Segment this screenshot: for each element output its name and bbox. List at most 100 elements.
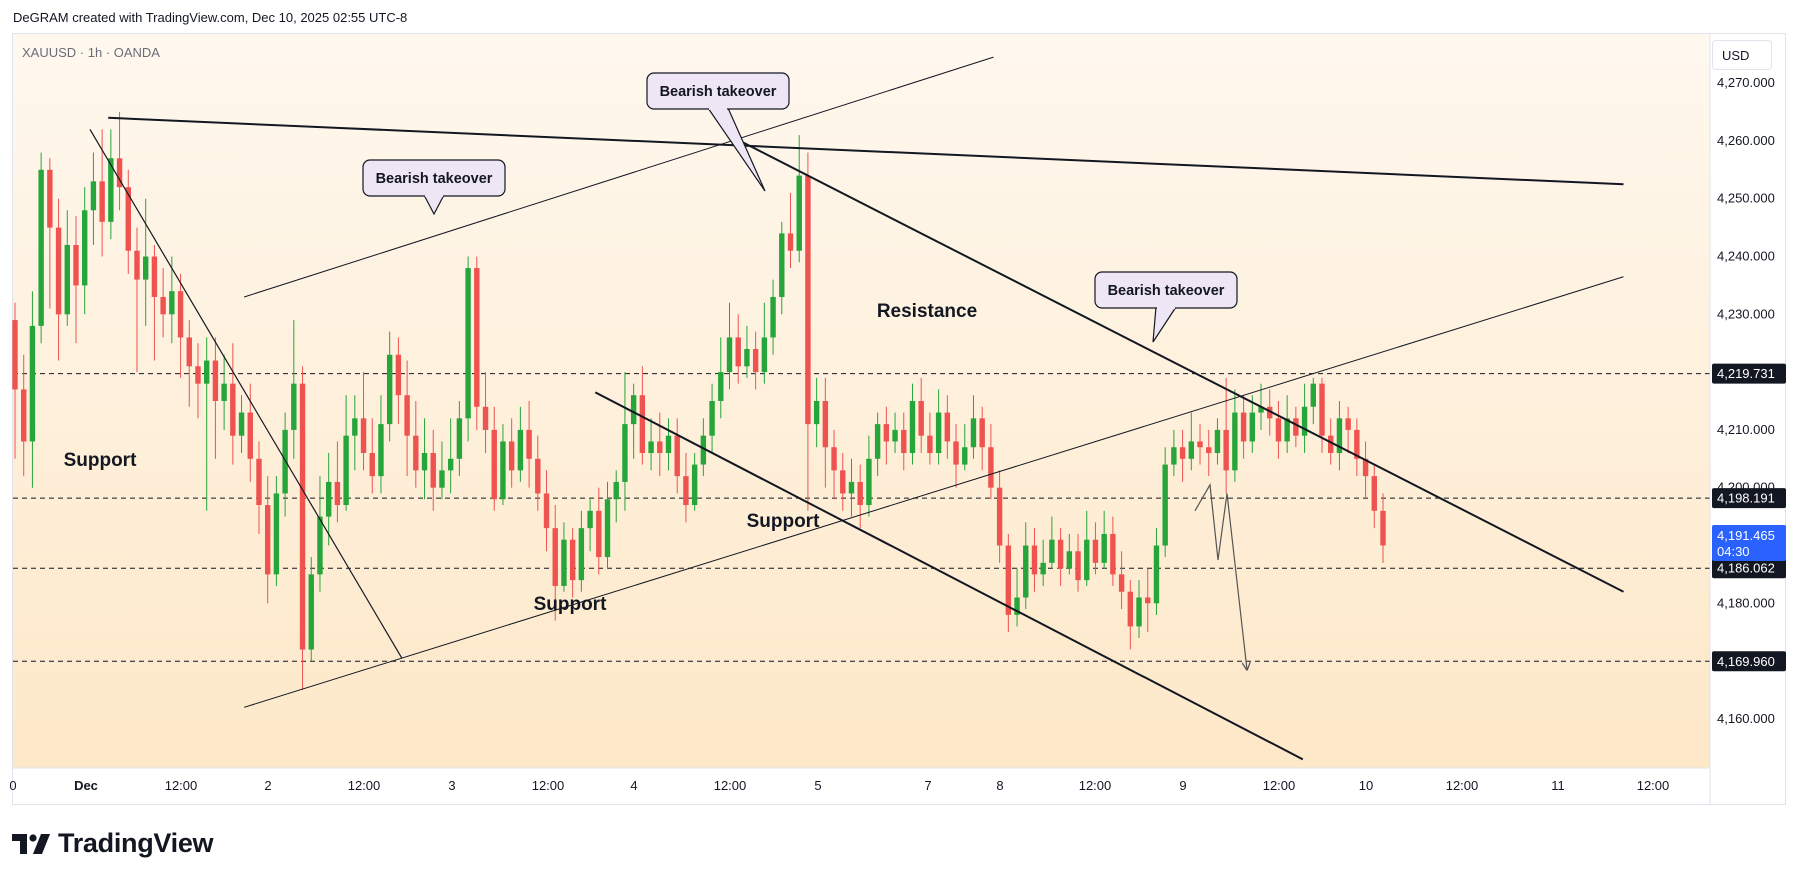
candle-body <box>988 447 994 488</box>
candle-body <box>456 418 463 459</box>
candle <box>47 158 53 309</box>
candle-body <box>134 250 140 280</box>
candle <box>1354 418 1360 477</box>
candle-body <box>447 458 454 471</box>
candle-body <box>47 169 53 228</box>
candle-body <box>1310 383 1316 407</box>
currency-button[interactable]: USD <box>1712 40 1772 70</box>
candle <box>787 192 794 269</box>
x-tick-label: 4 <box>630 778 637 793</box>
candle-body <box>38 169 44 326</box>
x-tick-label: 11 <box>1551 778 1565 793</box>
candle-body <box>700 435 707 465</box>
candle <box>909 383 916 465</box>
candle-body <box>718 372 724 401</box>
candle-body <box>901 429 907 454</box>
candle <box>1197 424 1203 465</box>
candle-body <box>212 360 219 401</box>
candle <box>831 429 837 500</box>
candle-body <box>299 383 306 650</box>
candle-body <box>761 337 768 373</box>
candle-body <box>1380 510 1386 546</box>
candle <box>822 377 829 488</box>
candle-body <box>474 268 480 407</box>
candle-body <box>439 470 445 488</box>
candle-body <box>1031 545 1038 575</box>
candle-body <box>840 470 846 494</box>
x-tick-label: 12:00 <box>1079 778 1112 793</box>
candle <box>404 360 410 477</box>
x-tick-label: 12:00 <box>348 778 381 793</box>
candle-body <box>866 458 872 506</box>
candle <box>543 470 550 552</box>
candle <box>578 510 585 592</box>
callout-pointer <box>707 107 766 192</box>
candle-body <box>857 481 863 506</box>
candle <box>1362 441 1369 500</box>
candle-body <box>726 337 733 373</box>
candle <box>1371 464 1377 529</box>
candle-body <box>465 268 471 419</box>
candle <box>813 377 820 448</box>
candle <box>587 499 593 552</box>
candle <box>744 325 750 378</box>
callout-pointer <box>423 194 445 216</box>
candle-body <box>125 187 131 251</box>
x-tick-label: 12:00 <box>714 778 747 793</box>
candle-body <box>264 505 271 575</box>
candle <box>447 418 454 494</box>
candle-body <box>735 337 741 367</box>
candle <box>369 418 375 494</box>
candle <box>456 401 463 477</box>
candle-body <box>561 539 567 586</box>
candle <box>970 395 977 459</box>
x-tick-label: 12:00 <box>165 778 198 793</box>
candle <box>840 453 846 511</box>
candle-body <box>892 429 898 442</box>
callout-text: Bearish takeover <box>1108 283 1225 299</box>
candle-body <box>1293 418 1299 436</box>
candle-body <box>535 458 541 494</box>
candle-body <box>665 435 672 454</box>
candle-body <box>691 464 698 506</box>
candle <box>151 244 158 361</box>
candle <box>1223 377 1229 494</box>
candle-body <box>1240 412 1247 442</box>
candle <box>517 406 524 482</box>
candle-body <box>491 429 497 500</box>
candle-body <box>622 424 628 482</box>
candle-body <box>918 401 924 436</box>
candle <box>796 135 802 263</box>
callout-joint <box>709 106 727 110</box>
candle <box>988 424 994 500</box>
resistance-label: Resistance <box>877 301 977 322</box>
downtrend-resistance-line <box>108 116 1624 186</box>
candle-body <box>90 181 97 211</box>
candle-body <box>1223 429 1229 471</box>
candle-body <box>508 441 515 471</box>
candle <box>334 441 341 523</box>
candle <box>848 458 855 517</box>
candle <box>657 412 663 477</box>
candle <box>439 441 445 500</box>
callout-text: Bearish takeover <box>376 171 493 187</box>
candle <box>299 366 306 690</box>
candle <box>1057 528 1064 586</box>
candle <box>944 395 951 459</box>
bearish-takeover-callout: Bearish takeover <box>362 159 506 216</box>
candle-body <box>744 348 750 367</box>
candle <box>421 418 428 500</box>
candle-body <box>404 395 410 436</box>
candle <box>1014 568 1020 627</box>
bearish-takeover-callout: Bearish takeover <box>1094 271 1238 343</box>
candle <box>386 331 393 442</box>
candle <box>195 343 201 419</box>
candle-body <box>1162 464 1168 546</box>
candle-body <box>177 291 184 338</box>
last-price-tag <box>1712 525 1786 562</box>
projection-arrow <box>1194 482 1247 670</box>
candle <box>665 418 672 471</box>
candle-body <box>944 412 951 442</box>
candle-body <box>1362 458 1369 477</box>
